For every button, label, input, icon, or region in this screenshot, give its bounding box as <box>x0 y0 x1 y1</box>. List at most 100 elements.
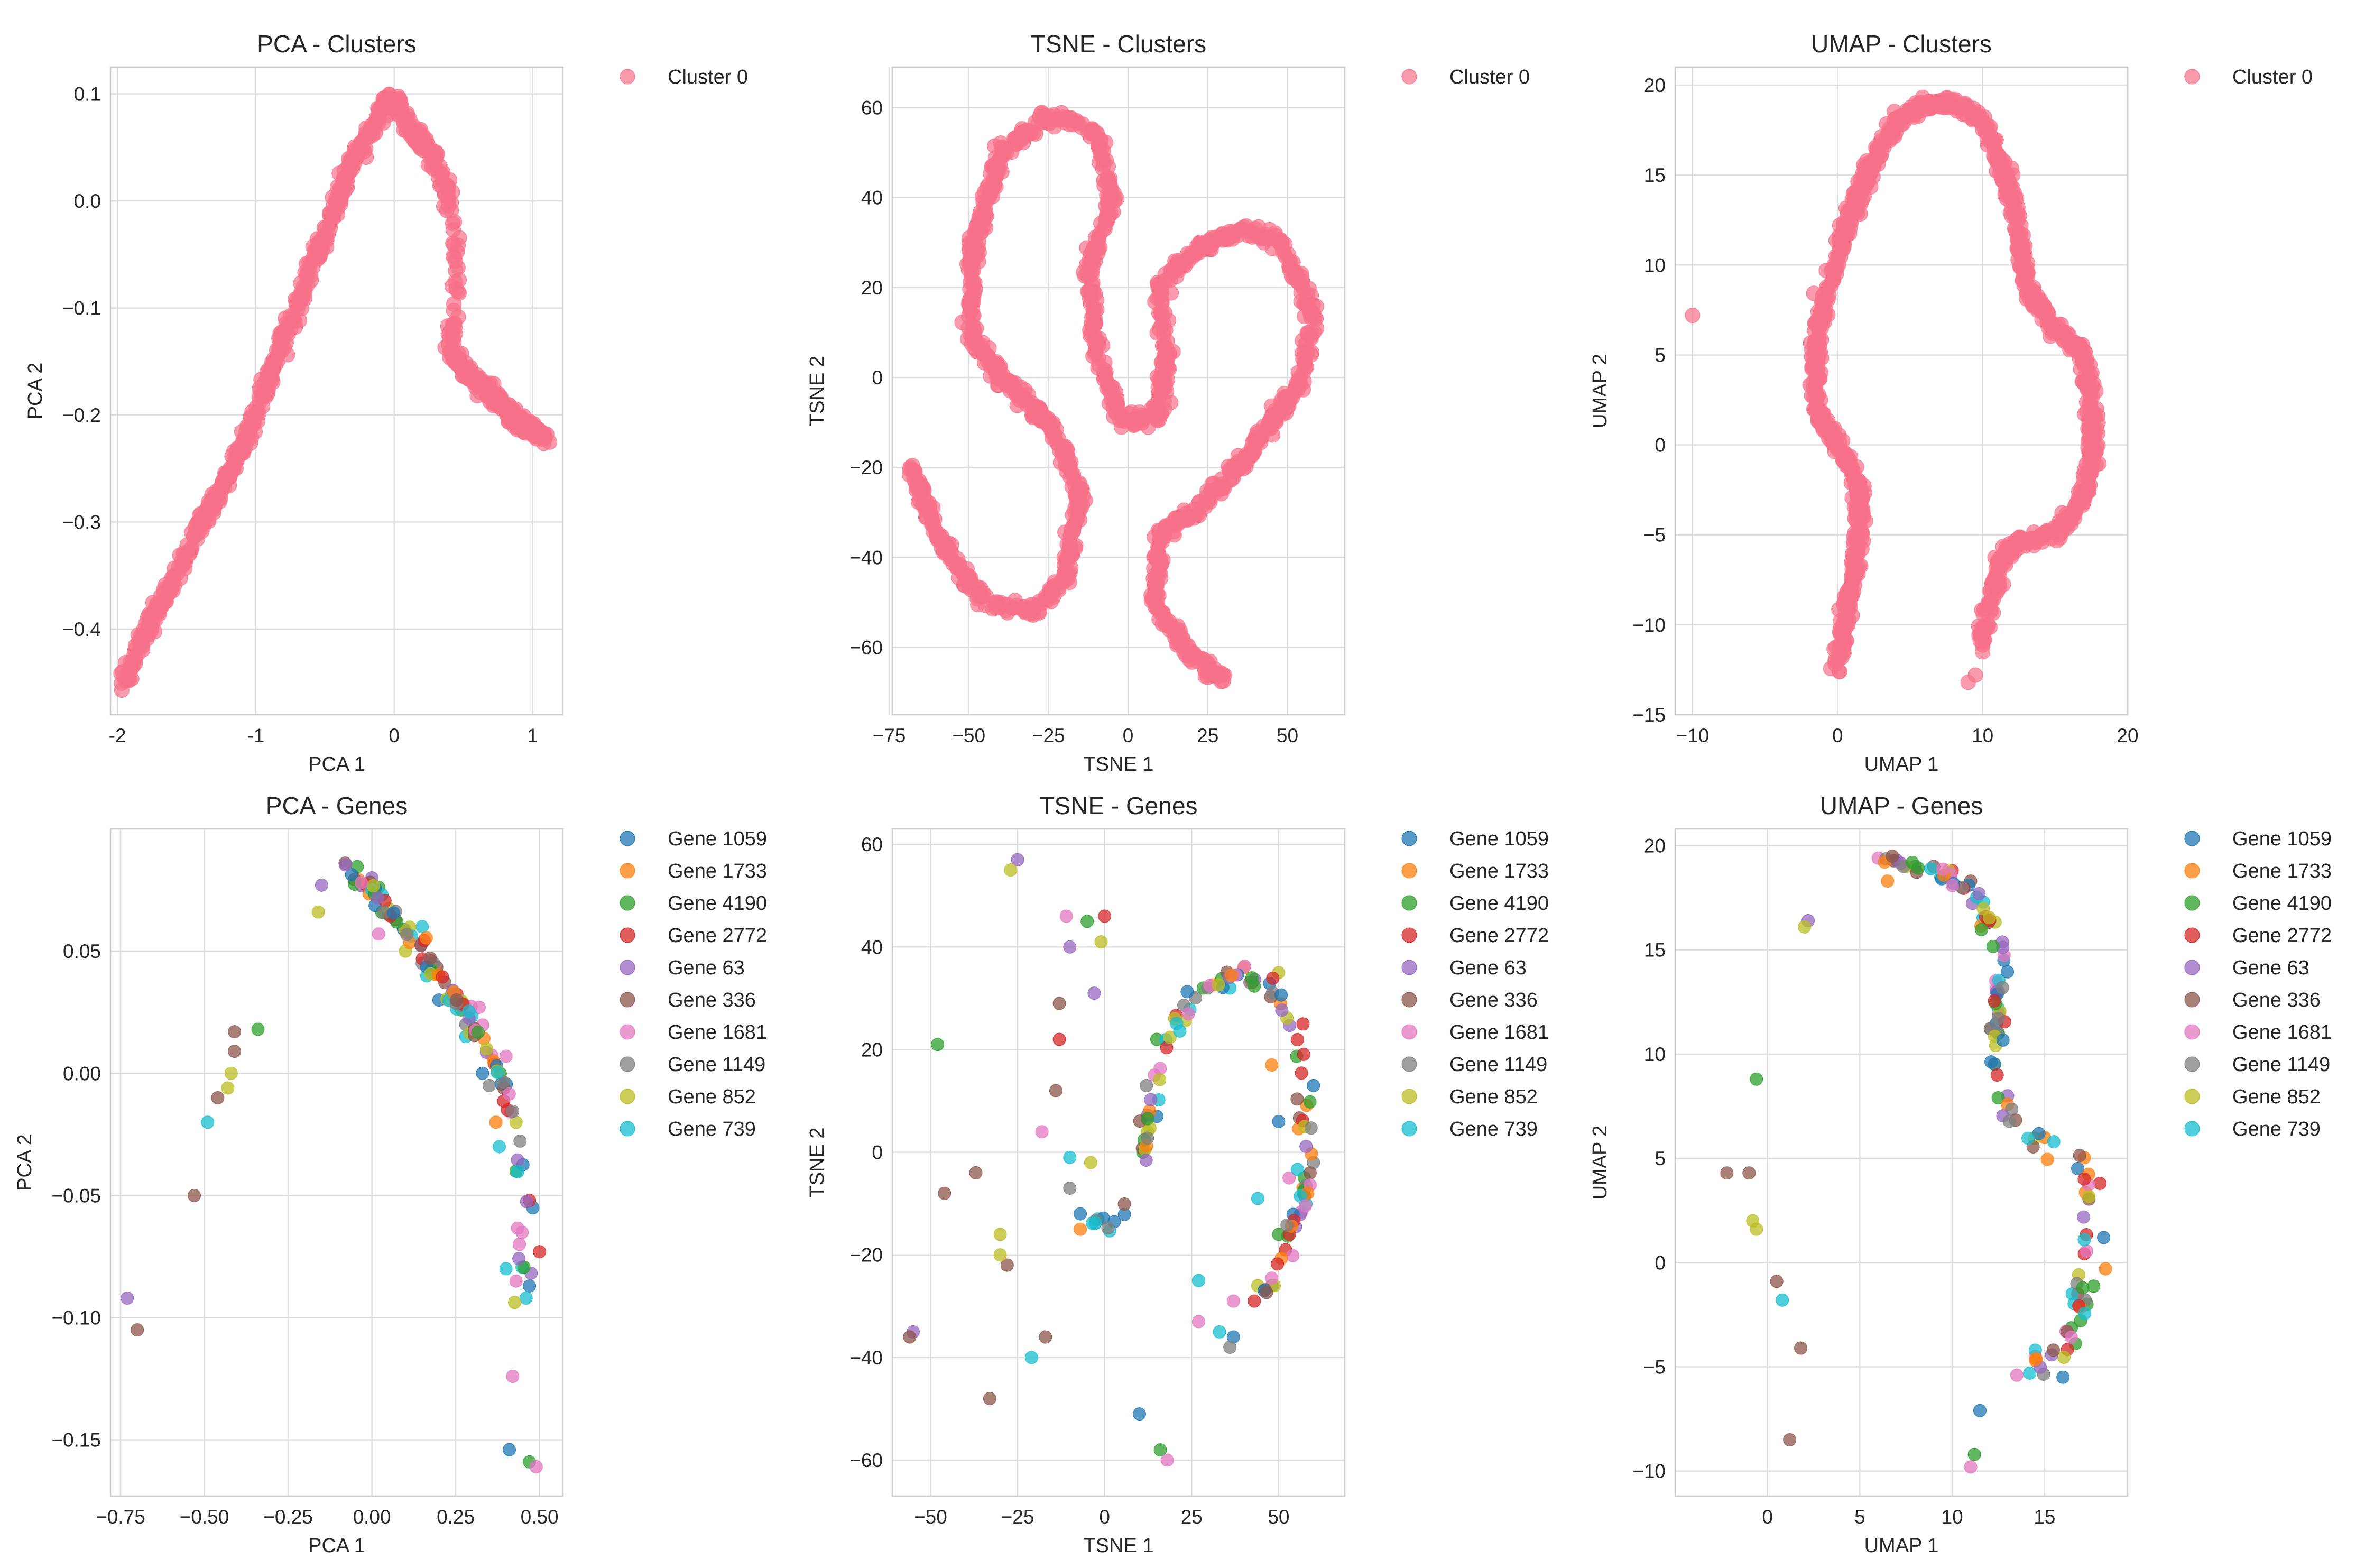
point-cluster-0 <box>2084 365 2100 381</box>
point-cluster-0 <box>1057 457 1073 473</box>
point-cluster-0 <box>969 215 985 231</box>
point-gene-1733 <box>1224 969 1238 982</box>
chart-panel-1: -2 -1 0 1 −0.4 −0.3 −0.2 −0.1 0.0 0.1 PCA - Cluste… <box>24 30 748 776</box>
x-tick-label: 20 <box>2117 725 2138 746</box>
legend-entry: Gene 4190 <box>1449 892 1549 915</box>
point-gene-1733 <box>1881 874 1895 888</box>
point-gene-1149 <box>1223 1340 1237 1354</box>
point-gene-1059 <box>1996 1033 2010 1047</box>
point-gene-1681 <box>515 1225 529 1239</box>
point-gene-2772 <box>1266 971 1280 985</box>
point-gene-852 <box>2082 1189 2096 1203</box>
point-gene-63 <box>121 1292 134 1305</box>
legend-entry: Gene 852 <box>668 1086 756 1108</box>
point-cluster-0 <box>1158 617 1174 633</box>
point-cluster-0 <box>1152 530 1168 546</box>
point-cluster-0 <box>1238 218 1254 234</box>
point-cluster-0 <box>447 214 463 230</box>
point-gene-336 <box>1049 1084 1062 1097</box>
x-axis-label: PCA 1 <box>308 1535 365 1557</box>
point-gene-4190 <box>1967 1447 1981 1461</box>
point-gene-739 <box>493 1140 506 1154</box>
point-cluster-0 <box>1071 490 1087 505</box>
y-tick-label: 0.05 <box>63 940 101 962</box>
legend-marker <box>1401 1121 1417 1137</box>
point-cluster-0 <box>371 115 386 131</box>
point-gene-2772 <box>1052 1032 1066 1046</box>
y-tick-label: 10 <box>1644 1044 1666 1065</box>
legend-marker <box>2184 1089 2200 1104</box>
point-gene-1059 <box>523 1279 537 1293</box>
legend-entry: Gene 852 <box>1449 1086 1538 1108</box>
point-cluster-0 <box>2002 536 2018 551</box>
point-gene-1149 <box>1991 1011 2005 1025</box>
axes-frame <box>1674 828 2129 1497</box>
legend-marker <box>1401 1089 1417 1104</box>
point-cluster-0 <box>526 416 542 432</box>
x-tick-label: −0.75 <box>96 1506 145 1528</box>
point-gene-336 <box>1000 1258 1014 1272</box>
data-points <box>903 853 1320 1467</box>
legend-marker <box>2184 992 2200 1008</box>
point-cluster-0 <box>1057 439 1073 455</box>
point-cluster-0 <box>1091 350 1106 366</box>
legend-marker <box>2184 863 2200 879</box>
point-cluster-0 <box>196 509 211 525</box>
point-gene-4190 <box>931 1038 945 1052</box>
point-cluster-0 <box>484 392 500 408</box>
y-axis-label: UMAP 2 <box>1589 354 1611 428</box>
point-cluster-0 <box>1841 218 1857 234</box>
x-tick-label: −75 <box>873 725 906 746</box>
x-tick-label: 5 <box>1854 1506 1865 1528</box>
chart-title: UMAP - Genes <box>1820 792 1983 819</box>
point-gene-1059 <box>1307 1078 1320 1092</box>
point-gene-1681 <box>529 1460 543 1474</box>
point-gene-4190 <box>2087 1279 2101 1293</box>
point-cluster-0 <box>973 580 988 596</box>
point-gene-4190 <box>2076 1281 2090 1295</box>
point-cluster-0 <box>1992 159 2008 175</box>
point-cluster-0 <box>420 157 436 173</box>
x-tick-label: −10 <box>1676 725 1710 746</box>
y-tick-label: 0 <box>1655 1252 1666 1274</box>
point-cluster-0 <box>1271 234 1287 250</box>
legend-entry: Cluster 0 <box>668 66 748 88</box>
point-gene-1681 <box>1936 862 1950 876</box>
legend-marker <box>1401 69 1417 85</box>
legend-entry: Gene 63 <box>668 957 745 979</box>
point-gene-739 <box>499 1262 513 1276</box>
point-gene-336 <box>228 1045 242 1058</box>
grid <box>892 829 1345 1496</box>
y-tick-label: 5 <box>1655 344 1666 366</box>
legend-marker <box>620 1121 635 1137</box>
point-cluster-0 <box>274 324 290 340</box>
chart-panel-5: −50 −25 0 25 50 −60 −40 −20 0 20 40 60 TSNE - Genes T… <box>806 792 1549 1557</box>
point-gene-739 <box>462 1004 476 1018</box>
x-tick-label: −25 <box>1001 1506 1034 1528</box>
y-tick-label: 0 <box>872 1142 883 1164</box>
point-gene-336 <box>450 993 464 1007</box>
point-gene-1149 <box>1063 1182 1077 1195</box>
point-gene-1149 <box>1141 1131 1154 1145</box>
point-cluster-0 <box>963 327 978 343</box>
point-gene-852 <box>1982 911 1996 925</box>
point-cluster-0 <box>342 153 358 169</box>
point-gene-852 <box>2057 1351 2071 1364</box>
point-cluster-0 <box>272 343 288 359</box>
point-gene-1149 <box>513 1134 527 1148</box>
point-cluster-0 <box>1106 188 1122 204</box>
point-gene-739 <box>201 1115 215 1129</box>
y-tick-label: 60 <box>861 97 883 119</box>
point-cluster-0 <box>1134 415 1150 431</box>
legend-entry: Gene 1681 <box>2232 1021 2332 1044</box>
y-tick-label: −20 <box>849 1244 883 1266</box>
y-tick-label: −0.3 <box>62 512 101 533</box>
point-gene-1059 <box>1988 1057 2001 1071</box>
data-points <box>1720 850 2112 1474</box>
point-cluster-0 <box>1869 142 1885 158</box>
y-tick-label: −5 <box>1643 1356 1666 1378</box>
point-cluster-0 <box>965 234 981 250</box>
point-cluster-0 <box>1847 531 1863 547</box>
point-gene-336 <box>938 1186 951 1200</box>
point-gene-739 <box>1291 1163 1305 1176</box>
